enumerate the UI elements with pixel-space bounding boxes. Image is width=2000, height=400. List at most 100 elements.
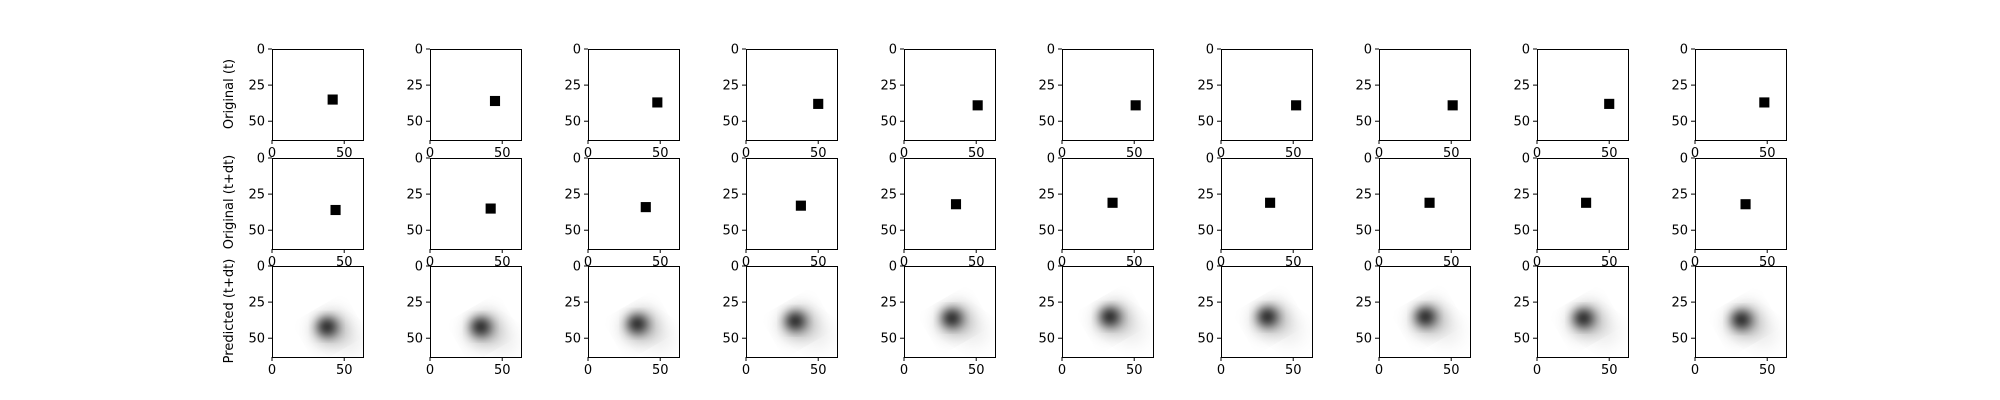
- predicted-blob: [1255, 305, 1301, 342]
- x-tick-label: 50: [1126, 146, 1143, 161]
- panel-background: [588, 49, 679, 140]
- predicted-blob: [1571, 307, 1617, 344]
- y-tick-label: 0: [731, 152, 739, 167]
- y-tick-label: 25: [1038, 296, 1055, 311]
- panels: 0 25 50 0 50 0 25 50 0 50 0 25 50 0 50 0 25 50 0 50 0 25 50 0 50…: [248, 43, 1787, 378]
- y-tick-label: 25: [1671, 296, 1688, 311]
- panel-background: [1537, 49, 1628, 140]
- x-tick-label: 0: [900, 255, 908, 270]
- square-marker: [485, 203, 496, 214]
- blob-core: [1258, 308, 1277, 325]
- square-marker: [327, 94, 338, 105]
- x-tick-label: 0: [1691, 363, 1699, 378]
- axes-frame: [1062, 266, 1154, 358]
- blob-core: [786, 312, 805, 329]
- y-tick-label: 25: [1513, 296, 1530, 311]
- x-tick-label: 0: [268, 255, 276, 270]
- y-tick-label: 50: [722, 332, 739, 347]
- y-tick-label: 25: [1197, 79, 1214, 94]
- x-tick-label: 0: [1217, 363, 1225, 378]
- panel-background: [1062, 49, 1153, 140]
- axes-frame: [1062, 49, 1154, 141]
- predicted-blob: [469, 315, 515, 352]
- y-tick-label: 50: [1671, 332, 1688, 347]
- panel-background: [588, 158, 679, 249]
- predicted-blob: [1098, 305, 1144, 342]
- square-marker: [1291, 100, 1302, 111]
- x-tick-label: 0: [1058, 363, 1066, 378]
- axes-frame: [588, 266, 680, 358]
- panel-r0-c7: 0 25 50 0 50: [1355, 43, 1471, 161]
- x-tick-label: 50: [652, 146, 669, 161]
- y-tick-label: 25: [1038, 188, 1055, 203]
- x-tick-label: 50: [336, 146, 353, 161]
- x-tick-label: 0: [584, 363, 592, 378]
- blob-core: [317, 318, 336, 335]
- y-tick-label: 0: [257, 152, 265, 167]
- predicted-blob: [315, 315, 361, 352]
- panel-r2-c4: 0 25 50 0 50: [880, 260, 996, 378]
- panel-r0-c5: 0 25 50 0 50: [1038, 43, 1154, 161]
- y-tick-label: 25: [880, 188, 897, 203]
- x-tick-label: 50: [1285, 146, 1302, 161]
- y-tick-label: 25: [564, 79, 581, 94]
- y-tick-label: 25: [1355, 296, 1372, 311]
- panel-background: [746, 49, 837, 140]
- y-tick-label: 50: [1038, 332, 1055, 347]
- y-tick-label: 25: [1197, 188, 1214, 203]
- x-tick-label: 50: [1285, 363, 1302, 378]
- y-tick-label: 50: [564, 224, 581, 239]
- x-tick-label: 0: [426, 146, 434, 161]
- axes-frame: [1537, 266, 1629, 358]
- x-tick-label: 0: [1375, 363, 1383, 378]
- x-tick-label: 50: [810, 363, 827, 378]
- y-tick-label: 0: [257, 260, 265, 275]
- y-tick-label: 0: [1364, 260, 1372, 275]
- y-tick-label: 0: [415, 43, 423, 58]
- blob-core: [1732, 311, 1751, 328]
- y-tick-label: 25: [564, 188, 581, 203]
- panel-background: [1221, 49, 1312, 140]
- square-marker: [1447, 100, 1458, 111]
- x-tick-label: 0: [1691, 146, 1699, 161]
- axes-frame: [430, 266, 522, 358]
- y-tick-label: 50: [564, 115, 581, 130]
- axes-frame: [1221, 158, 1313, 250]
- square-marker: [1604, 98, 1615, 109]
- panel-r2-c7: 0 25 50 0 50: [1355, 260, 1471, 378]
- square-marker: [813, 98, 824, 109]
- panel-r0-c8: 0 25 50 0 50: [1513, 43, 1629, 161]
- panel-background: [430, 158, 521, 249]
- y-tick-label: 50: [1513, 115, 1530, 130]
- panel-r2-c9: 0 25 50 0 50: [1671, 260, 1787, 378]
- axes-frame: [430, 49, 522, 141]
- y-tick-label: 0: [1047, 152, 1055, 167]
- y-tick-label: 50: [1355, 224, 1372, 239]
- y-tick-label: 50: [406, 224, 423, 239]
- x-tick-label: 0: [1058, 146, 1066, 161]
- y-tick-label: 25: [1513, 188, 1530, 203]
- axes-frame: [904, 49, 996, 141]
- panel-r0-c2: 0 25 50 0 50: [564, 43, 680, 161]
- y-tick-label: 0: [1680, 152, 1688, 167]
- row-label-1: Original (t+dt): [222, 155, 237, 250]
- panel-background: [272, 49, 363, 140]
- x-tick-label: 0: [1533, 363, 1541, 378]
- y-tick-label: 0: [1364, 152, 1372, 167]
- x-tick-label: 0: [1375, 146, 1383, 161]
- x-tick-label: 50: [494, 363, 511, 378]
- panel-r0-c3: 0 25 50 0 50: [722, 43, 838, 161]
- x-tick-label: 50: [336, 363, 353, 378]
- square-marker: [1759, 97, 1770, 108]
- y-tick-label: 0: [889, 260, 897, 275]
- y-tick-label: 25: [1355, 79, 1372, 94]
- x-tick-label: 0: [1217, 146, 1225, 161]
- predicted-blob: [940, 307, 986, 344]
- x-tick-label: 50: [1601, 146, 1618, 161]
- x-tick-label: 0: [900, 146, 908, 161]
